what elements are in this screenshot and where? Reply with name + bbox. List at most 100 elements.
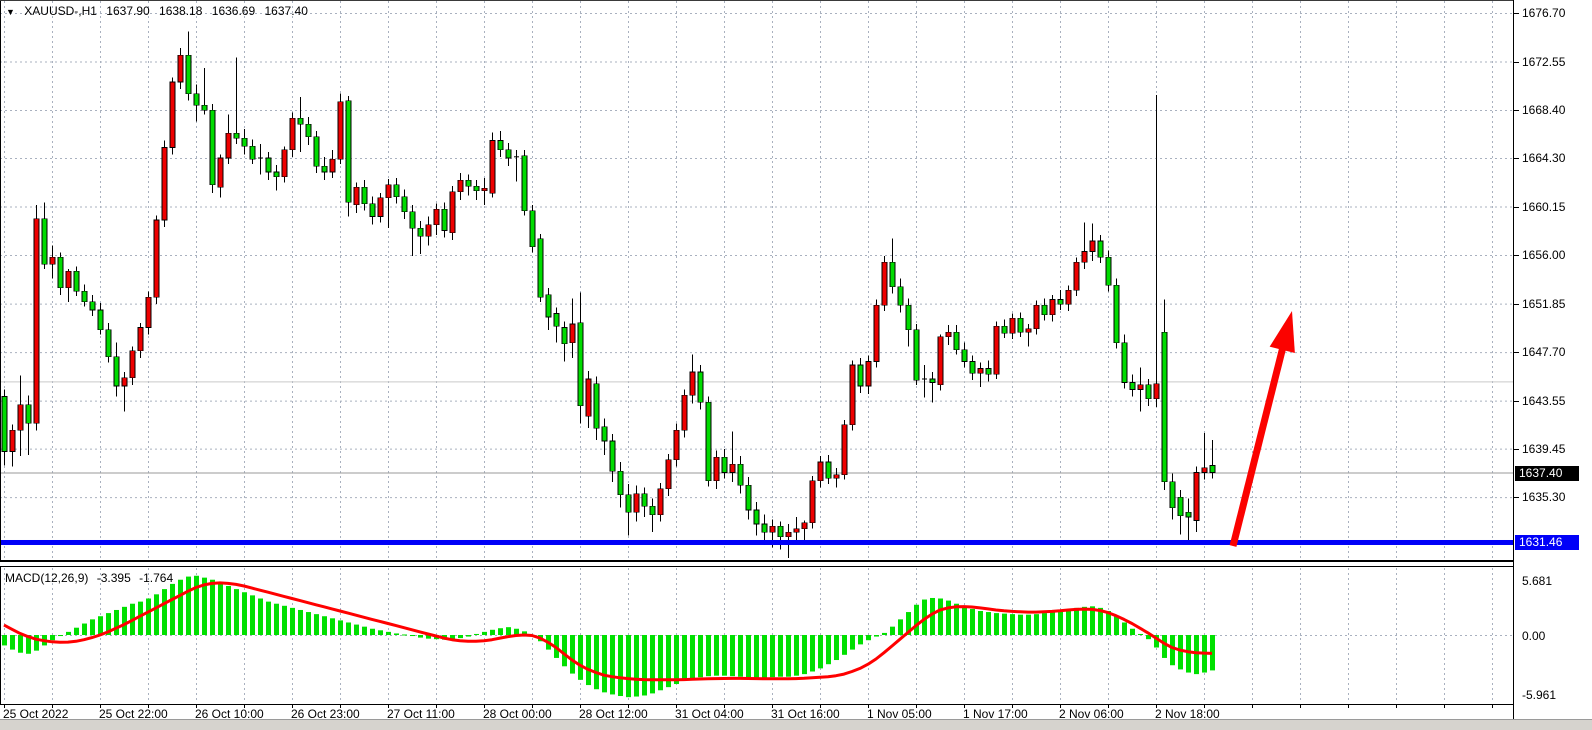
- candle-bear: [57, 257, 64, 289]
- macd-main-value: -3.395: [96, 571, 131, 585]
- candle-bear: [1185, 511, 1192, 518]
- macd-histogram-bar: [154, 594, 159, 635]
- time-axis-tick: [820, 705, 821, 708]
- candle-bull: [489, 140, 496, 194]
- candle-bear: [961, 349, 968, 362]
- candle-bear: [113, 356, 120, 387]
- macd-histogram-bar: [482, 631, 487, 635]
- candle-bull: [329, 158, 336, 173]
- macd-histogram-bar: [1010, 614, 1015, 635]
- macd-label: MACD(12,26,9): [5, 571, 89, 585]
- macd-histogram-bar: [218, 582, 223, 635]
- macd-histogram-bar: [106, 613, 111, 635]
- candle-bull: [1089, 240, 1096, 252]
- macd-histogram-bar: [834, 635, 839, 661]
- candle-bull: [881, 261, 888, 306]
- macd-histogram-bar: [82, 623, 87, 635]
- candle-bear: [193, 93, 200, 106]
- price-axis-label: 1643.55: [1522, 393, 1566, 408]
- macd-histogram-bar: [98, 616, 103, 635]
- candle-bear: [913, 329, 920, 381]
- ohlc-open: 1637.90: [106, 4, 150, 18]
- macd-histogram-bar: [138, 601, 143, 635]
- candle-bear: [73, 271, 80, 292]
- time-axis-tick: [532, 705, 533, 708]
- candle-bear: [313, 136, 320, 167]
- price-axis-label: 1660.15: [1522, 199, 1566, 214]
- macd-histogram-bar: [866, 635, 871, 641]
- time-axis-tick: [772, 705, 773, 708]
- time-axis-tick: [1492, 705, 1493, 708]
- macd-histogram-bar: [146, 598, 151, 635]
- price-axis-tick: [1514, 255, 1519, 257]
- price-axis-tick: [1514, 352, 1519, 354]
- macd-histogram-bar: [946, 600, 951, 635]
- macd-histogram-bar: [250, 595, 255, 635]
- candle-bear: [417, 227, 424, 237]
- time-axis-label: 26 Oct 10:00: [195, 707, 264, 721]
- candle-bull: [865, 361, 872, 387]
- candle-bear: [1129, 382, 1136, 390]
- candle-bear: [601, 426, 608, 442]
- macd-signal-line: [3, 581, 1213, 682]
- candle-bull: [217, 157, 224, 188]
- candle-bull: [137, 327, 144, 352]
- time-axis-label: 28 Oct 12:00: [579, 707, 648, 721]
- symbol-period: XAUUSD-,H1: [24, 4, 97, 18]
- candle-bear: [361, 186, 368, 204]
- macd-histogram-bar: [938, 598, 943, 635]
- time-axis-tick: [292, 705, 293, 708]
- macd-histogram-bar: [818, 635, 823, 669]
- macd-histogram-bar: [994, 613, 999, 635]
- candle-bull: [1153, 383, 1160, 400]
- candle-bear: [545, 294, 552, 318]
- time-axis-tick: [52, 705, 53, 708]
- macd-histogram-bar: [58, 635, 63, 637]
- candle-bear: [593, 383, 600, 429]
- candle-bear: [249, 146, 256, 160]
- price-chart[interactable]: [0, 1, 1513, 561]
- time-axis-tick: [484, 705, 485, 708]
- macd-histogram-bar: [1138, 633, 1143, 635]
- macd-histogram-bar: [810, 635, 815, 672]
- candle-bear: [745, 485, 752, 511]
- candle-doji: [514, 156, 519, 158]
- candle-bull: [1049, 299, 1056, 315]
- macd-histogram-bar: [514, 628, 519, 635]
- candle-bear: [617, 471, 624, 496]
- macd-signal-value: -1.764: [139, 571, 174, 585]
- candle-bull: [1193, 472, 1200, 521]
- macd-histogram-bar: [586, 635, 591, 686]
- candle-bear: [345, 100, 352, 203]
- macd-panel[interactable]: [0, 567, 1513, 704]
- candle-bear: [1097, 240, 1104, 258]
- macd-histogram-bar: [122, 606, 127, 635]
- macd-histogram-bar: [978, 611, 983, 635]
- macd-histogram-bar: [738, 635, 743, 677]
- macd-histogram-bar: [690, 635, 695, 679]
- candle-bear: [89, 301, 96, 311]
- candle-bear: [697, 371, 704, 403]
- panel-splitter[interactable]: [0, 561, 1513, 567]
- time-axis-label: 27 Oct 11:00: [387, 707, 455, 721]
- macd-histogram-bar: [1154, 635, 1159, 648]
- price-axis-tick: [1514, 400, 1519, 402]
- price-axis[interactable]: 1637.40 1631.46 5.681 0.00 -5.961 1676.7…: [1513, 0, 1592, 719]
- candle-bear: [561, 327, 568, 345]
- candle-bear: [321, 165, 328, 173]
- candle-bear: [1041, 305, 1048, 315]
- time-axis-tick: [1396, 705, 1397, 708]
- time-axis-label: 2 Nov 18:00: [1155, 707, 1220, 721]
- time-axis-tick: [1060, 705, 1061, 708]
- time-axis[interactable]: 25 Oct 2022 25 Oct 22:00 26 Oct 10:00 26 Oc…: [0, 704, 1513, 721]
- macd-histogram-bar: [914, 604, 919, 635]
- macd-histogram-bar: [418, 635, 423, 638]
- time-axis-tick: [388, 705, 389, 708]
- candle-bull: [993, 326, 1000, 375]
- time-axis-label: 1 Nov 05:00: [867, 707, 932, 721]
- macd-histogram-bar: [346, 622, 351, 635]
- macd-histogram-bar: [18, 635, 23, 653]
- macd-histogram-bar: [258, 598, 263, 635]
- candle-bear: [41, 218, 48, 265]
- macd-histogram-bar: [338, 620, 343, 635]
